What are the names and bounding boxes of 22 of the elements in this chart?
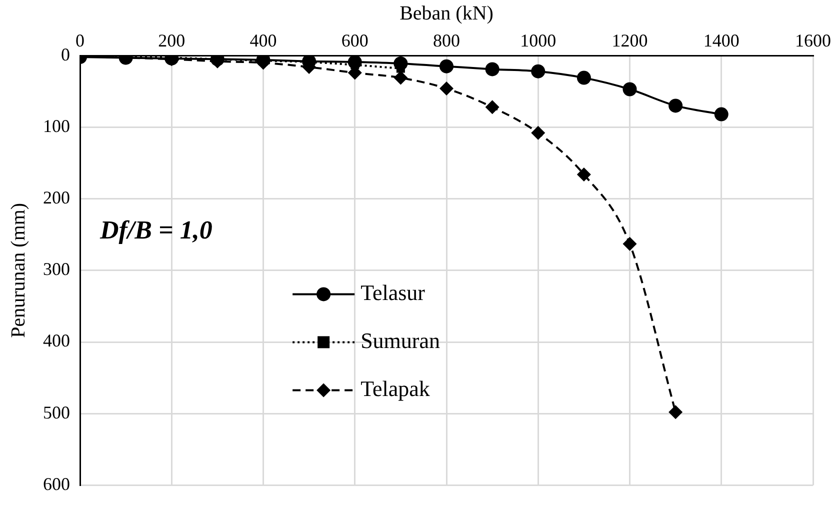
x-tick-label: 1000 xyxy=(520,30,556,51)
x-tick-label: 200 xyxy=(158,30,186,51)
legend-label: Telapak xyxy=(360,376,430,401)
x-tick-label: 600 xyxy=(341,30,368,51)
legend-label: Telasur xyxy=(360,280,426,305)
x-tick-label: 1600 xyxy=(795,30,831,51)
y-tick-label: 500 xyxy=(43,402,70,422)
y-tick-label: 100 xyxy=(43,116,70,136)
y-tick-label: 300 xyxy=(43,259,70,280)
y-axis-title: Penurunan (mm) xyxy=(7,202,30,338)
y-tick-label: 200 xyxy=(43,188,70,208)
y-tick-label: 600 xyxy=(43,474,70,494)
x-tick-label: 800 xyxy=(433,30,460,51)
x-tick-label: 1400 xyxy=(703,30,740,51)
y-tick-label: 0 xyxy=(61,44,70,64)
x-axis-title: Beban (kN) xyxy=(400,2,494,24)
legend-label: Sumuran xyxy=(360,328,440,353)
y-tick-label: 400 xyxy=(43,330,70,351)
x-tick-label: 400 xyxy=(250,30,277,51)
x-tick-label: 1200 xyxy=(612,30,648,51)
annotation: Df/B = 1,0 xyxy=(99,215,212,244)
x-tick-label: 0 xyxy=(76,30,84,51)
